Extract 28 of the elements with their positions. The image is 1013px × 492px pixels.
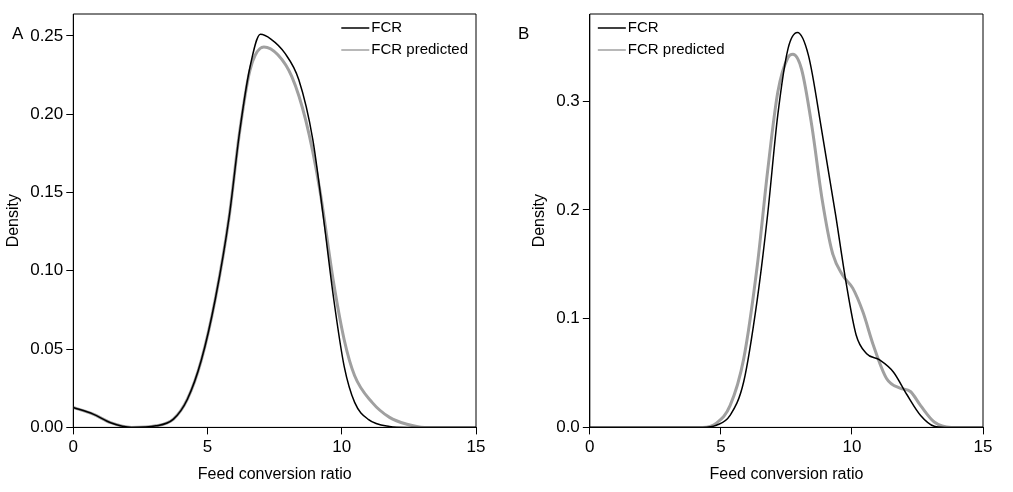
y-tick-label: 0.20 xyxy=(30,103,64,123)
y-tick-label: 0.05 xyxy=(30,338,64,358)
x-axis-title: Feed conversion ratio xyxy=(197,464,352,482)
y-tick-label: 0.15 xyxy=(30,182,64,202)
y-tick-label: 0.10 xyxy=(30,260,64,280)
legend-label: FCR predicted xyxy=(627,40,725,58)
y-tick-label: 0.00 xyxy=(30,417,64,437)
x-tick-label: 10 xyxy=(842,437,862,457)
legend-label: FCR xyxy=(627,18,659,36)
y-axis-title: Density xyxy=(4,194,22,248)
y-tick-label: 0.0 xyxy=(556,417,580,437)
y-tick-label: 0.25 xyxy=(30,25,64,45)
y-axis-title: Density xyxy=(530,194,548,248)
y-tick-label: 0.3 xyxy=(556,90,580,110)
x-tick-label: 5 xyxy=(716,437,726,457)
y-tick-label: 0.2 xyxy=(556,199,580,219)
x-tick-label: 10 xyxy=(332,437,352,457)
y-tick-label: 0.1 xyxy=(556,308,580,328)
x-tick-label: 0 xyxy=(585,437,595,457)
text: B xyxy=(518,23,530,43)
x-tick-label: 15 xyxy=(466,437,486,457)
legend-label: FCR xyxy=(371,18,403,36)
x-tick-label: 15 xyxy=(973,437,993,457)
x-axis-title: Feed conversion ratio xyxy=(709,464,864,482)
text: A xyxy=(12,23,24,43)
x-tick-label: 5 xyxy=(202,437,213,457)
x-tick-label: 0 xyxy=(68,437,79,457)
legend-label: FCR predicted xyxy=(371,40,468,58)
